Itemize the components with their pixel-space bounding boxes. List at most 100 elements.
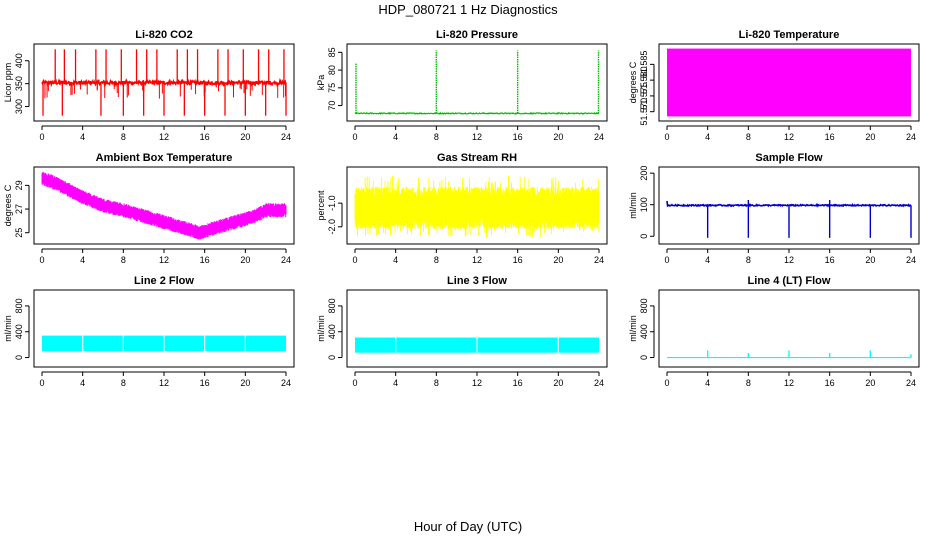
panel-title: Ambient Box Temperature [96, 152, 233, 164]
x-tick-label: 0 [39, 378, 44, 388]
y-tick-label: -2.0 [327, 219, 337, 235]
x-tick-label: 16 [513, 255, 523, 265]
panel-line3: Line 3 Flow ml/min 0 4 8 12 16 20 24 0 400 800 [316, 275, 608, 388]
x-tick-label: 4 [393, 132, 398, 142]
data-series [666, 199, 912, 238]
y-axis: 300 350 400 [14, 53, 30, 114]
series-line [666, 200, 912, 208]
y-tick-label: 80 [327, 65, 337, 75]
x-tick-label: 12 [472, 378, 482, 388]
x-tick-label: 4 [705, 378, 710, 388]
x-axis: 0 4 8 12 16 20 24 [39, 125, 291, 142]
y-tick-label: 51.575 [639, 82, 649, 110]
panel-ambient: Ambient Box Temperature degrees C 0 4 8 12 16 2… [3, 152, 295, 265]
x-tick-label: 16 [825, 255, 835, 265]
data-series [354, 50, 600, 115]
x-tick-label: 8 [121, 132, 126, 142]
x-tick-label: 16 [200, 132, 210, 142]
x-tick-label: 8 [746, 132, 751, 142]
x-tick-label: 0 [352, 378, 357, 388]
x-tick-label: 4 [80, 132, 85, 142]
y-axis-label: ml/min [628, 192, 638, 219]
y-axis-label: percent [316, 190, 326, 221]
plot-frame [658, 289, 920, 368]
panel-line4: Line 4 (LT) Flow ml/min 0 4 8 12 16 20 24 0 400 800 [628, 275, 920, 388]
panel-title: Gas Stream RH [437, 152, 517, 164]
x-tick-label: 20 [865, 255, 875, 265]
y-tick-label: 300 [14, 99, 24, 114]
x-tick-label: 8 [434, 132, 439, 142]
x-tick-label: 20 [240, 255, 250, 265]
y-tick-label: 400 [14, 53, 24, 68]
plot-frame [658, 43, 920, 122]
x-axis: 0 4 8 12 16 20 24 [39, 248, 291, 265]
data-series [667, 48, 911, 117]
panel-title: Line 2 Flow [134, 275, 194, 287]
y-axis: 0 400 800 [639, 298, 655, 360]
x-axis: 0 4 8 12 16 20 24 [39, 371, 291, 388]
y-axis-label: degrees C [3, 184, 13, 226]
x-tick-label: 24 [281, 378, 291, 388]
y-axis-label: kPa [316, 75, 326, 91]
y-axis: 25 27 29 [14, 180, 30, 238]
plot-frame [346, 289, 608, 368]
x-tick-label: 4 [393, 255, 398, 265]
x-tick-label: 24 [906, 132, 916, 142]
x-tick-label: 12 [472, 255, 482, 265]
x-tick-label: 12 [784, 255, 794, 265]
data-series [354, 175, 600, 238]
filled-band [667, 48, 911, 117]
panel-title: Li-820 Pressure [436, 29, 518, 41]
x-tick-label: 8 [746, 255, 751, 265]
x-axis: 0 4 8 12 16 20 24 [664, 248, 916, 265]
y-tick-label: 800 [639, 298, 649, 313]
x-tick-label: 0 [39, 255, 44, 265]
plot-frame [33, 43, 295, 122]
x-axis: 0 4 8 12 16 20 24 [352, 371, 604, 388]
x-tick-label: 16 [200, 378, 210, 388]
x-axis: 0 4 8 12 16 20 24 [352, 125, 604, 142]
x-tick-label: 0 [352, 132, 357, 142]
x-tick-label: 8 [434, 255, 439, 265]
panel-temp820: Li-820 Temperature degrees C 0 4 8 12 16 20 24 51… [628, 29, 920, 142]
x-tick-label: 16 [513, 132, 523, 142]
figure-title: HDP_080721 1 Hz Diagnostics [378, 2, 558, 17]
plot-frame [658, 166, 920, 245]
y-tick-label: 0 [327, 355, 337, 360]
y-tick-label: 29 [14, 180, 24, 190]
x-tick-label: 0 [352, 255, 357, 265]
y-tick-label: 400 [14, 324, 24, 339]
x-tick-label: 24 [281, 132, 291, 142]
y-tick-label: 70 [327, 101, 337, 111]
x-tick-label: 24 [906, 255, 916, 265]
x-tick-label: 24 [594, 378, 604, 388]
y-tick-label: -1.0 [327, 195, 337, 211]
panel-title: Sample Flow [755, 152, 823, 164]
x-tick-label: 24 [594, 132, 604, 142]
y-tick-label: 25 [14, 228, 24, 238]
y-axis: 0 100 200 [639, 166, 655, 239]
y-tick-label: 400 [327, 324, 337, 339]
y-tick-label: 350 [14, 76, 24, 91]
x-tick-label: 12 [159, 255, 169, 265]
x-tick-label: 0 [664, 132, 669, 142]
x-tick-label: 24 [281, 255, 291, 265]
x-tick-label: 12 [159, 132, 169, 142]
x-axis: 0 4 8 12 16 20 24 [664, 371, 916, 388]
x-tick-label: 20 [240, 378, 250, 388]
panel-title: Li-820 Temperature [739, 29, 840, 41]
series-line [354, 111, 600, 115]
y-tick-label: 800 [14, 298, 24, 313]
x-tick-label: 20 [553, 255, 563, 265]
y-tick-label: 51.580 [639, 66, 649, 94]
y-tick-label: 51.585 [639, 51, 649, 79]
panel-title: Li-820 CO2 [135, 29, 192, 41]
x-tick-label: 4 [80, 378, 85, 388]
y-tick-label: 85 [327, 47, 337, 57]
panel-co2: Li-820 CO2 Licor ppm 0 4 8 12 16 20 24 300 350 400 [3, 29, 295, 142]
plot-frame [346, 166, 608, 245]
x-tick-label: 12 [784, 132, 794, 142]
panel-sample: Sample Flow ml/min 0 4 8 12 16 20 24 0 100 200 [628, 152, 920, 265]
